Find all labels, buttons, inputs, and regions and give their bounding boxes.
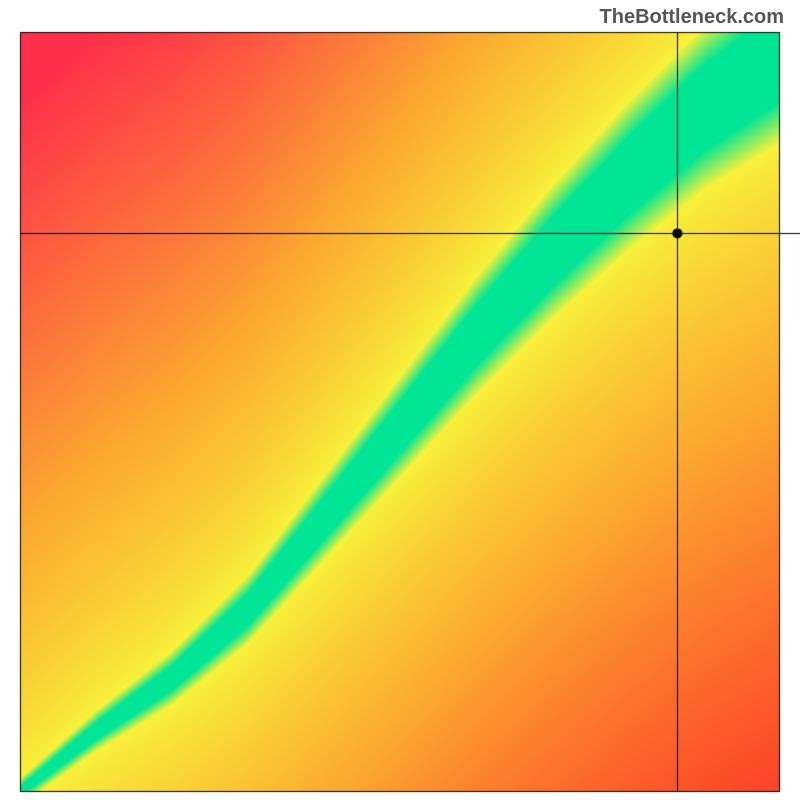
bottleneck-heatmap bbox=[0, 0, 800, 800]
watermark-text: TheBottleneck.com bbox=[600, 6, 784, 29]
